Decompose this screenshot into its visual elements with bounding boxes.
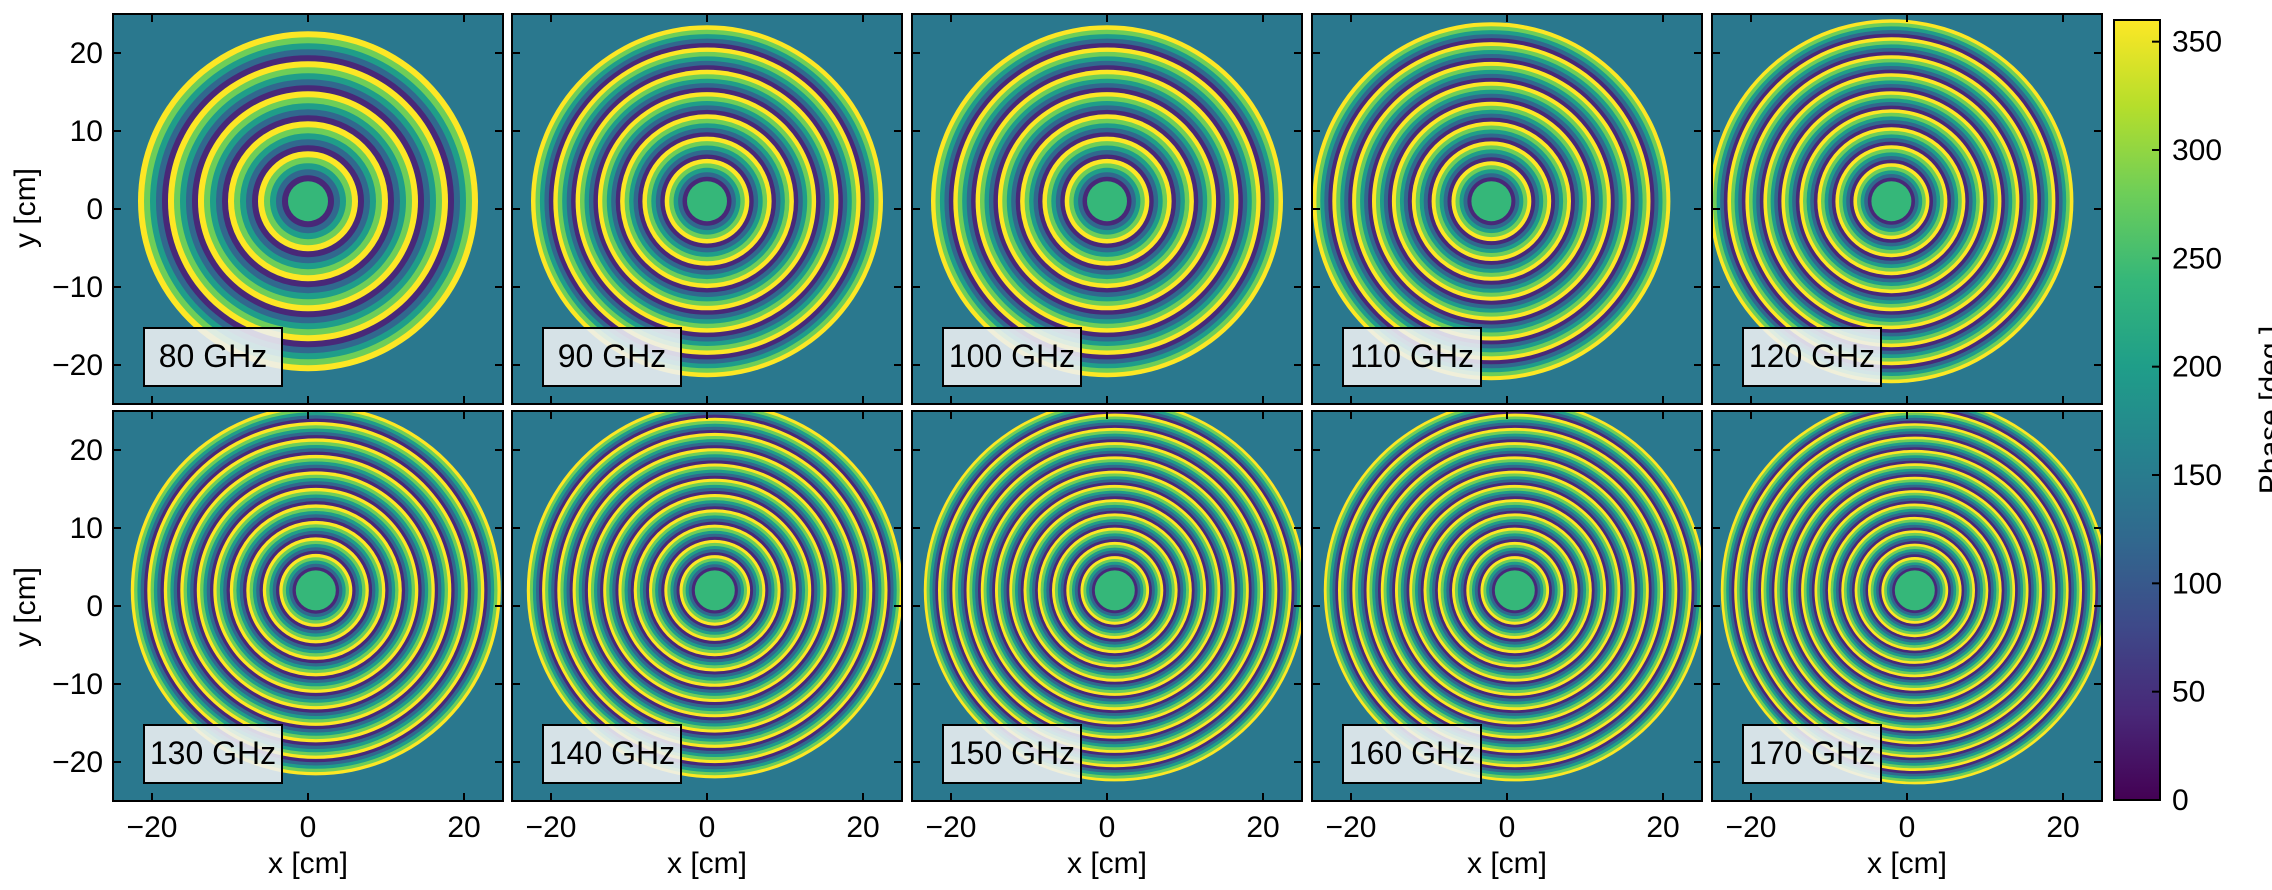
frequency-label: 150 GHz (942, 724, 1082, 784)
y-tick-label: −20 (52, 746, 103, 779)
frequency-label-text: 120 GHz (1749, 338, 1875, 374)
frequency-label: 120 GHz (1742, 327, 1882, 387)
y-tick-label: 0 (86, 193, 103, 226)
frequency-label-text: 90 GHz (558, 338, 666, 374)
colorbar-gradient (2113, 19, 2161, 801)
frequency-label: 130 GHz (143, 724, 283, 784)
colorbar-title: Phase [deg.] (2254, 326, 2272, 494)
frequency-label: 100 GHz (942, 327, 1082, 387)
phase-center-spot (694, 570, 735, 611)
phase-center-spot (295, 570, 336, 611)
phase-center-spot (1894, 570, 1935, 611)
phase-panel: 130 GHz −20 −10 0 10 20 −20 0 20 x [cm] (52, 410, 504, 880)
phase-center-spot (1494, 570, 1535, 611)
colorbar: 0 50 100 150 200 250 300 350 Phase [deg.] (2113, 19, 2272, 817)
phase-panel: 120 GHz (1711, 13, 2103, 405)
x-tick-label: −20 (1726, 811, 1777, 844)
phase-rings (931, 25, 1283, 378)
y-axis-title-bottom: y [cm] (9, 567, 42, 647)
frequency-label: 80 GHz (143, 327, 283, 387)
phase-panel: 160 GHz −20 0 20 x [cm] (1311, 410, 1703, 880)
x-tick-label: −20 (127, 811, 178, 844)
axis-labels: y [cm] y [cm] (9, 168, 42, 647)
colorbar-tick-label: 150 (2172, 459, 2222, 492)
x-axis-title: x [cm] (1467, 847, 1547, 880)
x-axis-title: x [cm] (268, 847, 348, 880)
phase-panel: 110 GHz (1311, 13, 1703, 405)
colorbar-tick-label: 300 (2172, 134, 2222, 167)
panel-grid: 80 GHz −20 −10 0 10 20 90 GHz 100 GHz 110 GHz 120… (52, 13, 2103, 880)
colorbar-tick-label: 50 (2172, 676, 2205, 709)
frequency-label: 90 GHz (542, 327, 682, 387)
frequency-label-text: 130 GHz (150, 735, 276, 771)
colorbar-tick-label: 350 (2172, 26, 2222, 59)
phase-rings (526, 411, 902, 779)
phase-rings (1312, 22, 1671, 381)
y-tick-label: −10 (52, 668, 103, 701)
y-axis-title-top: y [cm] (9, 168, 42, 248)
phase-rings (138, 31, 478, 372)
frequency-label-text: 110 GHz (1350, 338, 1474, 374)
phase-rings (1323, 411, 1702, 782)
phase-rings (1720, 411, 2102, 785)
frequency-label-text: 170 GHz (1749, 735, 1875, 771)
phase-panel: 150 GHz −20 0 20 x [cm] (911, 410, 1303, 880)
x-tick-label: −20 (526, 811, 577, 844)
phase-center-spot (1087, 181, 1127, 222)
x-tick-label: 20 (846, 811, 879, 844)
y-tick-label: −10 (52, 271, 103, 304)
frequency-label-text: 100 GHz (949, 338, 1075, 374)
frequency-label: 140 GHz (542, 724, 682, 784)
frequency-label: 110 GHz (1342, 327, 1482, 387)
phase-panel: 100 GHz (911, 13, 1303, 405)
phase-center-spot (1871, 181, 1912, 222)
phase-panel: 170 GHz −20 0 20 x [cm] (1711, 410, 2103, 880)
frequency-label: 160 GHz (1342, 724, 1482, 784)
colorbar-tick-label: 200 (2172, 351, 2222, 384)
colorbar-tick-label: 0 (2172, 784, 2189, 817)
y-tick-label: 10 (70, 115, 103, 148)
frequency-label: 170 GHz (1742, 724, 1882, 784)
colorbar-tick-label: 100 (2172, 567, 2222, 600)
frequency-label-text: 140 GHz (549, 735, 675, 771)
x-tick-label: 20 (447, 811, 480, 844)
x-axis-title: x [cm] (1067, 847, 1147, 880)
frequency-label-text: 150 GHz (949, 735, 1075, 771)
y-tick-label: −20 (52, 349, 103, 382)
x-tick-label: 0 (300, 811, 317, 844)
frequency-label-text: 160 GHz (1349, 735, 1475, 771)
phase-rings (531, 25, 883, 378)
x-tick-label: 20 (1246, 811, 1279, 844)
phase-center-spot (1094, 570, 1135, 611)
y-tick-label: 20 (70, 37, 103, 70)
phase-rings (130, 411, 501, 776)
phase-panel: 90 GHz (511, 13, 903, 405)
x-axis-title: x [cm] (1867, 847, 1947, 880)
phase-center-spot (1471, 181, 1512, 222)
x-tick-label: 0 (1099, 811, 1116, 844)
x-tick-label: 0 (699, 811, 716, 844)
frequency-label-text: 80 GHz (159, 338, 267, 374)
x-tick-label: 20 (2046, 811, 2079, 844)
phase-rings (1712, 19, 2074, 384)
y-tick-label: 0 (86, 590, 103, 623)
y-tick-label: 20 (70, 434, 103, 467)
phase-center-spot (687, 181, 727, 222)
x-tick-label: 20 (1646, 811, 1679, 844)
phase-panel: 140 GHz −20 0 20 x [cm] (511, 410, 903, 880)
x-tick-label: −20 (926, 811, 977, 844)
phase-center-spot (288, 181, 328, 222)
x-axis-title: x [cm] (667, 847, 747, 880)
colorbar-tick-label: 250 (2172, 242, 2222, 275)
phase-rings (923, 411, 1302, 782)
x-tick-label: 0 (1499, 811, 1516, 844)
phase-panel: 80 GHz −20 −10 0 10 20 (52, 13, 504, 405)
x-tick-label: 0 (1899, 811, 1916, 844)
y-tick-label: 10 (70, 512, 103, 545)
x-tick-label: −20 (1326, 811, 1377, 844)
